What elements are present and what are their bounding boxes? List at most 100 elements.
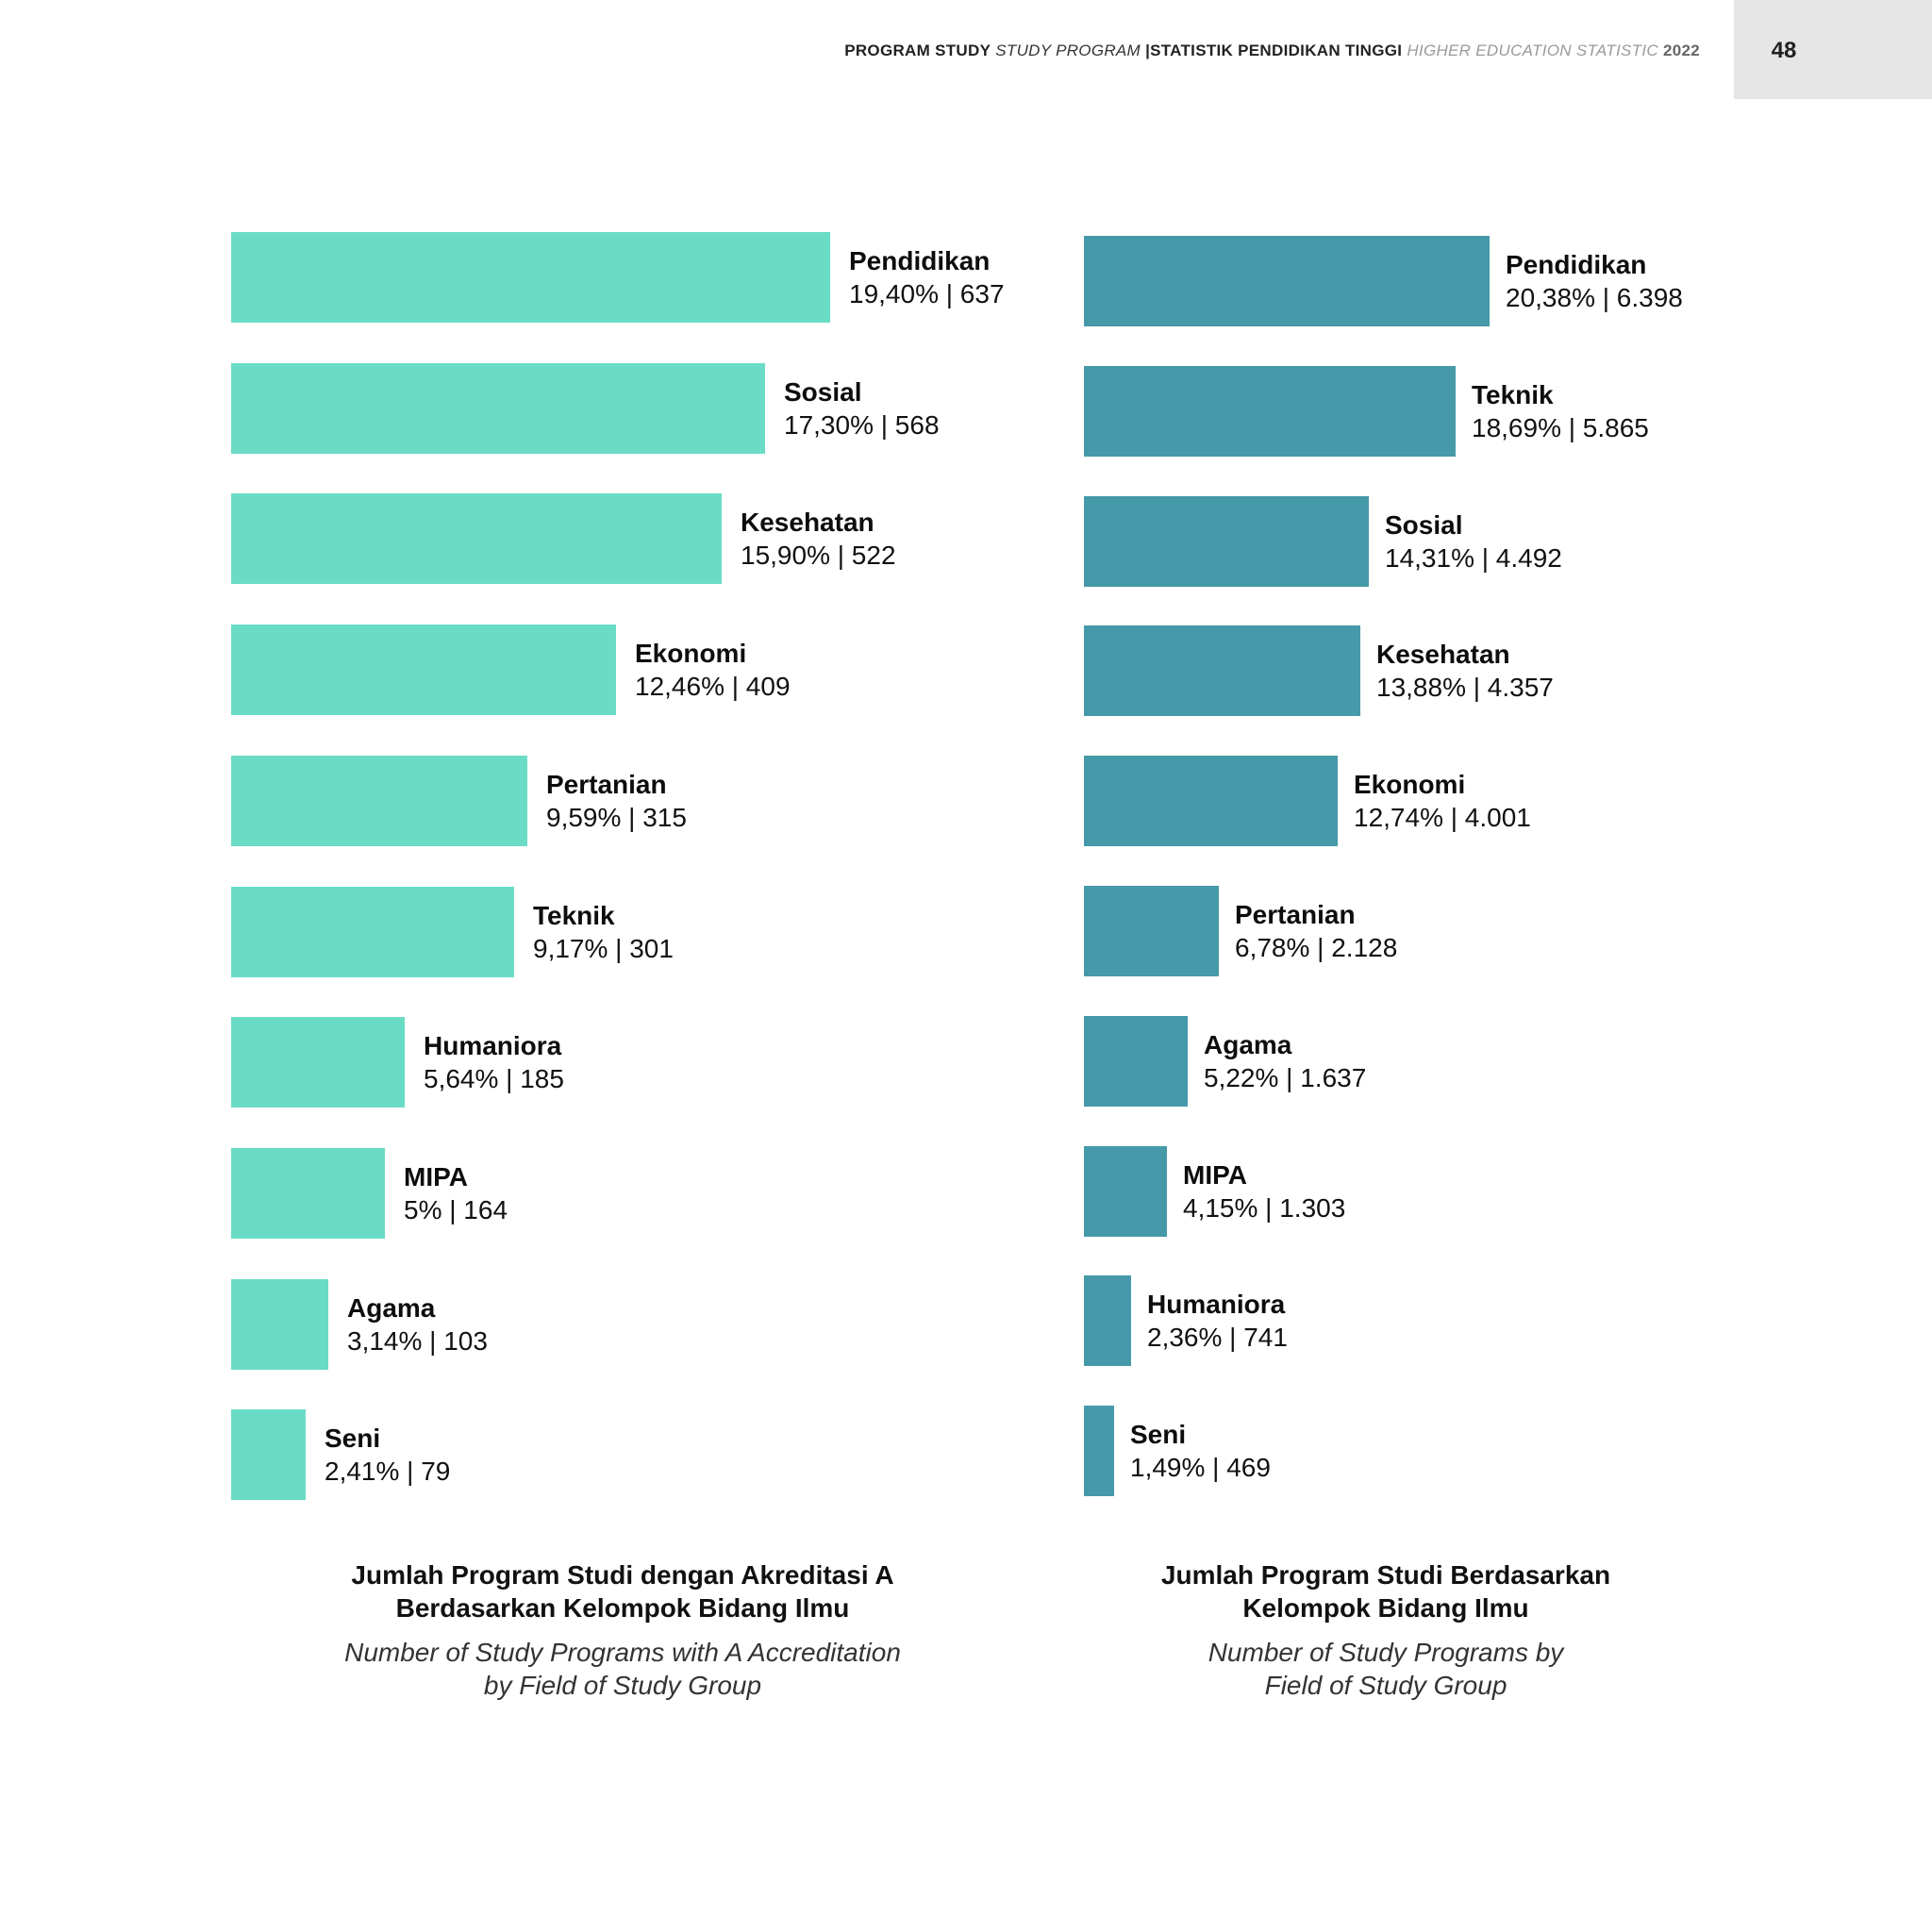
caption-subtitle: Number of Study Programs by Field of Stu… [1008,1636,1763,1702]
bar-pendidikan [231,232,830,323]
caption-chart-b: Jumlah Program Studi Berdasarkan Kelompo… [1008,1558,1763,1702]
caption-title-line1: Jumlah Program Studi Berdasarkan [1160,1560,1611,1590]
bar-ekonomi [1084,756,1338,847]
bar-pertanian [1084,886,1219,976]
bar-label: Ekonomi 12,46% | 409 [635,637,791,703]
value-label: 15,90% | 522 [741,541,896,571]
category-label: Seni [1130,1420,1187,1450]
bar-teknik [231,886,514,977]
bar-label: Ekonomi 12,74% | 4.001 [1354,768,1531,834]
value-label: 4,15% | 1.303 [1183,1192,1346,1223]
bar-sosial [1084,495,1369,587]
bar-label: Teknik 9,17% | 301 [533,899,674,965]
value-label: 5% | 164 [404,1194,508,1224]
category-label: MIPA [404,1161,468,1191]
bar-humaniora [1084,1275,1131,1367]
value-label: 19,40% | 637 [849,279,1005,308]
category-label: Teknik [1472,379,1554,409]
header-study-program: STUDY PROGRAM [995,42,1141,59]
value-label: 17,30% | 568 [784,409,940,440]
bar-pertanian [231,755,527,846]
category-label: Ekonomi [1354,770,1466,800]
value-label: 6,78% | 2.128 [1235,933,1398,962]
page-number-box: 48 [1734,0,1932,99]
bar-label: Pertanian 6,78% | 2.128 [1235,898,1397,964]
bar-mipa [1084,1145,1167,1237]
bar-label: Humaniora 5,64% | 185 [424,1029,564,1095]
value-label: 18,69% | 5.865 [1472,412,1649,442]
bar-teknik [1084,365,1456,457]
chart-all-programs: Pendidikan 20,38% | 6.398 Teknik 18,69% | 5… [1084,236,1683,1497]
bar-label: Humaniora 2,36% | 741 [1147,1288,1288,1354]
bar-label: Pendidikan 19,40% | 637 [849,244,1005,310]
value-label: 20,38% | 6.398 [1506,283,1683,312]
header-statistik: |STATISTIK PENDIDIKAN TINGGI [1145,42,1403,59]
category-label: Pendidikan [1506,250,1647,279]
bar-label: Agama 3,14% | 103 [347,1291,488,1357]
category-label: Humaniora [1147,1290,1286,1320]
value-label: 2,36% | 741 [1147,1323,1288,1353]
value-label: 5,64% | 185 [424,1064,564,1094]
category-label: Pendidikan [849,246,991,275]
category-label: Seni [325,1424,381,1454]
bar-mipa [231,1147,385,1239]
caption-title: Jumlah Program Studi Berdasarkan Kelompo… [1008,1558,1763,1624]
category-label: Pertanian [546,769,667,799]
bar-label: Kesehatan 15,90% | 522 [741,506,896,572]
chart-accreditation-a: Pendidikan 19,40% | 637 Sosial 17,30% | 568… [231,232,1005,1501]
value-label: 13,88% | 4.357 [1376,673,1554,703]
value-label: 12,46% | 409 [635,672,791,702]
value-label: 1,49% | 469 [1130,1453,1271,1483]
value-label: 12,74% | 4.001 [1354,803,1531,833]
category-label: Sosial [784,376,862,407]
category-label: Agama [347,1292,436,1323]
caption-title: Jumlah Program Studi dengan Akreditasi A… [245,1558,1000,1624]
category-label: Kesehatan [1376,640,1510,670]
bar-agama [1084,1015,1188,1107]
bar-kesehatan [1084,625,1360,717]
bar-label: MIPA 4,15% | 1.303 [1183,1158,1345,1224]
bar-ekonomi [231,625,616,716]
bar-kesehatan [231,493,722,585]
header-higher-education: HIGHER EDUCATION STATISTIC [1407,42,1658,59]
caption-subtitle-line2: by Field of Study Group [483,1671,762,1700]
running-header: PROGRAM STUDY STUDY PROGRAM |STATISTIK P… [0,42,1700,60]
bar-agama [231,1278,328,1370]
bar-seni [1084,1406,1114,1497]
category-label: Sosial [1385,509,1463,540]
caption-title-line1: Jumlah Program Studi dengan Akreditasi A [351,1560,894,1590]
caption-subtitle-line1: Number of Study Programs with A Accredit… [344,1638,901,1667]
bar-label: Pertanian 9,59% | 315 [546,768,687,834]
header-program-study: PROGRAM STUDY [844,42,991,59]
page-number: 48 [1771,38,1797,63]
bar-sosial [231,362,765,454]
bar-label: Agama 5,22% | 1.637 [1204,1028,1366,1094]
bar-label: Pendidikan 20,38% | 6.398 [1506,248,1683,314]
value-label: 3,14% | 103 [347,1325,488,1356]
caption-chart-a: Jumlah Program Studi dengan Akreditasi A… [245,1558,1000,1702]
bar-humaniora [231,1017,405,1108]
bar-label: Teknik 18,69% | 5.865 [1472,378,1649,444]
category-label: Kesehatan [741,508,874,538]
value-label: 2,41% | 79 [325,1457,451,1487]
value-label: 9,59% | 315 [546,802,687,832]
caption-title-line2: Kelompok Bidang Ilmu [1242,1593,1529,1623]
category-label: Pertanian [1235,900,1356,929]
category-label: Humaniora [424,1031,562,1061]
bar-pendidikan [1084,236,1490,326]
caption-title-line2: Berdasarkan Kelompok Bidang Ilmu [395,1593,850,1623]
value-label: 9,17% | 301 [533,933,674,963]
bar-label: Sosial 17,30% | 568 [784,375,940,441]
caption-subtitle-line1: Number of Study Programs by [1208,1638,1564,1667]
bar-label: Seni 2,41% | 79 [325,1422,450,1488]
caption-subtitle-line2: Field of Study Group [1264,1671,1507,1700]
caption-subtitle: Number of Study Programs with A Accredit… [245,1636,1000,1702]
bar-label: Kesehatan 13,88% | 4.357 [1376,638,1554,704]
category-label: Teknik [533,900,615,930]
header-year: 2022 [1662,42,1700,59]
bar-label: MIPA 5% | 164 [404,1160,508,1226]
bar-label: Seni 1,49% | 469 [1130,1418,1271,1484]
bar-label: Sosial 14,31% | 4.492 [1385,508,1562,575]
value-label: 5,22% | 1.637 [1204,1062,1367,1092]
bar-seni [231,1409,306,1501]
